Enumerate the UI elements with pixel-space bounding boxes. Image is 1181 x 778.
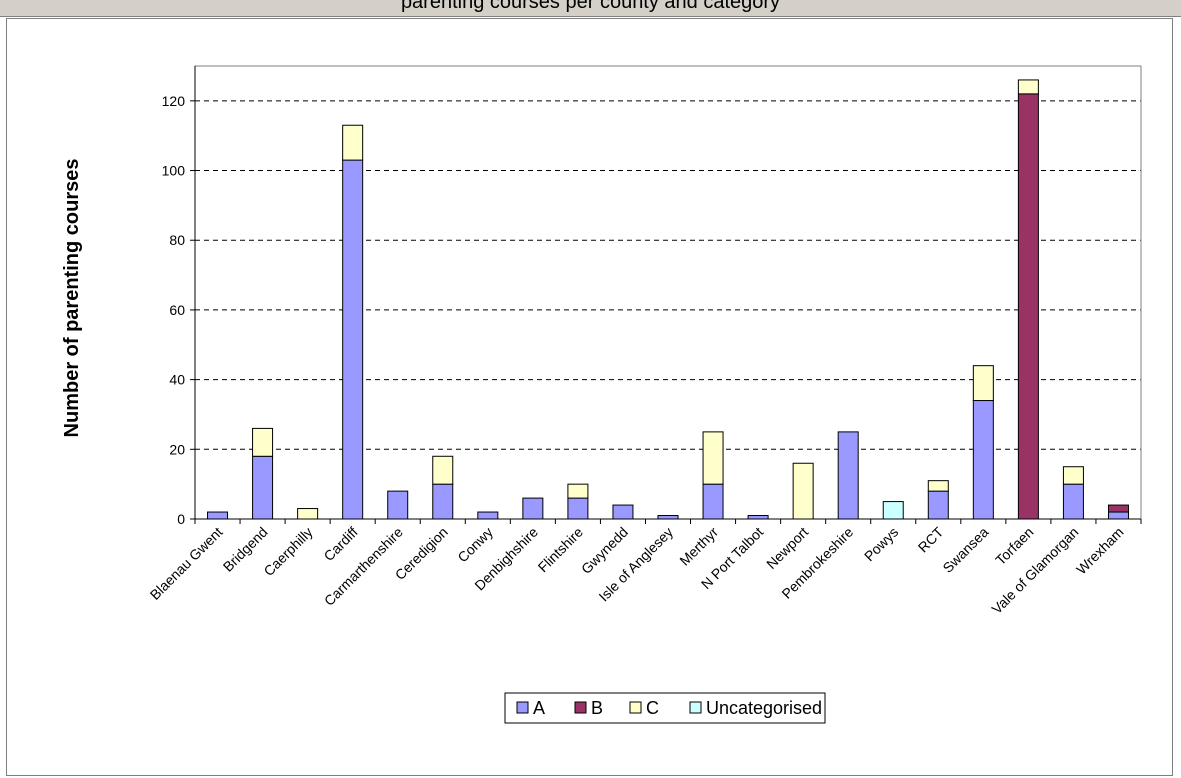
bar-c-vale-of-glamorgan	[1062, 466, 1084, 485]
bar-c-merthyr	[702, 431, 724, 485]
bar-a-cardiff	[342, 159, 364, 520]
legend-label-a: A	[533, 698, 545, 718]
bar-a-isle-of-anglesey	[657, 515, 679, 520]
bar-a-vale-of-glamorgan	[1062, 483, 1084, 520]
legend-label-uncategorised: Uncategorised	[706, 698, 822, 718]
legend-swatch-a	[516, 701, 529, 714]
y-tick-label: 20	[169, 441, 185, 457]
x-category-label: Cardiff	[320, 524, 360, 564]
bar-a-pembrokeshire	[837, 431, 859, 520]
bar-c-bridgend	[252, 427, 274, 457]
bar-a-gwynedd	[612, 504, 634, 520]
bar-c-caerphilly	[297, 508, 319, 520]
bar-c-cardiff	[342, 124, 364, 161]
bar-a-bridgend	[252, 455, 274, 520]
x-category-label: RCT	[915, 523, 947, 555]
legend-swatch-c	[629, 701, 642, 714]
axes	[190, 65, 1142, 524]
bar-a-merthyr	[702, 483, 724, 520]
x-category-label: Swansea	[939, 524, 991, 576]
y-tick-label: 40	[169, 372, 185, 388]
bars	[207, 79, 1129, 520]
bar-a-wrexham	[1107, 511, 1129, 520]
y-tick-label: 100	[162, 163, 186, 179]
x-category-label: Powys	[861, 524, 901, 564]
legend-swatch-b	[574, 701, 587, 714]
x-category-label: Vale of Glamorgan	[988, 524, 1081, 617]
legend-box	[504, 692, 826, 724]
x-category-label: Conwy	[454, 524, 496, 566]
x-category-label: Carmarthenshire	[321, 524, 406, 609]
y-axis-title: Number of parenting courses	[61, 159, 83, 438]
chart-title: parenting courses per county and categor…	[400, 0, 781, 13]
bar-a-carmarthenshire	[387, 490, 409, 520]
y-tick-label: 120	[162, 93, 186, 109]
bar-a-swansea	[972, 400, 994, 520]
legend-swatch-uncategorised	[689, 701, 702, 714]
bar-c-ceredigion	[432, 455, 454, 485]
legend-label-b: B	[591, 698, 603, 718]
y-tick-label: 80	[169, 232, 185, 248]
y-tick-label: 0	[177, 511, 185, 527]
x-category-label: Torfaen	[992, 524, 1036, 568]
x-category-label: Blaenau Gwent	[147, 524, 226, 603]
legend-label-c: C	[646, 698, 659, 718]
bar-a-rct	[927, 490, 949, 520]
bar-c-newport	[792, 462, 814, 520]
bar-a-denbighshire	[522, 497, 544, 520]
x-category-label: Caerphilly	[260, 524, 315, 579]
legend[interactable]: A B C Uncategorised	[504, 692, 826, 724]
bar-c-flintshire	[567, 483, 589, 499]
bar-a-blaenau-gwent	[207, 511, 229, 520]
x-category-label: Wrexham	[1073, 524, 1126, 577]
gridlines	[195, 100, 1141, 450]
plot-area-border	[194, 65, 1142, 520]
bar-c-swansea	[972, 365, 994, 402]
bar-c-torfaen	[1017, 79, 1039, 95]
x-category-label: Merthyr	[676, 524, 721, 569]
bar-b-wrexham	[1107, 504, 1129, 513]
window-title-bar: parenting courses per county and categor…	[0, 0, 1181, 17]
bar-a-flintshire	[567, 497, 589, 520]
bar-b-torfaen	[1017, 93, 1039, 520]
y-tick-label: 60	[169, 302, 185, 318]
bar-a-ceredigion	[432, 483, 454, 520]
bar-a-conwy	[477, 511, 499, 520]
bar-c-rct	[927, 480, 949, 492]
bar-uncategorised-powys	[882, 501, 904, 520]
bar-a-n-port-talbot	[747, 515, 769, 520]
